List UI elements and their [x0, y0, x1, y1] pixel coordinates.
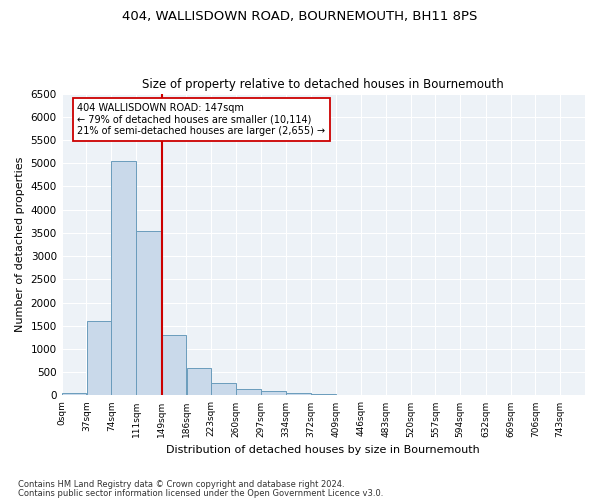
Bar: [86, 321, 111, 396]
Bar: [187, 368, 211, 396]
Bar: [211, 383, 236, 396]
X-axis label: Distribution of detached houses by size in Bournemouth: Distribution of detached houses by size …: [166, 445, 480, 455]
Text: 404 WALLISDOWN ROAD: 147sqm
← 79% of detached houses are smaller (10,114)
21% of: 404 WALLISDOWN ROAD: 147sqm ← 79% of det…: [77, 102, 325, 136]
Title: Size of property relative to detached houses in Bournemouth: Size of property relative to detached ho…: [142, 78, 504, 91]
Y-axis label: Number of detached properties: Number of detached properties: [15, 157, 25, 332]
Bar: [62, 393, 86, 396]
Text: Contains HM Land Registry data © Crown copyright and database right 2024.: Contains HM Land Registry data © Crown c…: [18, 480, 344, 489]
Bar: [162, 335, 187, 396]
Text: 404, WALLISDOWN ROAD, BOURNEMOUTH, BH11 8PS: 404, WALLISDOWN ROAD, BOURNEMOUTH, BH11 …: [122, 10, 478, 23]
Bar: [112, 161, 136, 396]
Text: Contains public sector information licensed under the Open Government Licence v3: Contains public sector information licen…: [18, 488, 383, 498]
Bar: [261, 392, 286, 396]
Bar: [236, 390, 261, 396]
Bar: [311, 394, 336, 396]
Bar: [286, 392, 311, 396]
Bar: [136, 230, 161, 396]
